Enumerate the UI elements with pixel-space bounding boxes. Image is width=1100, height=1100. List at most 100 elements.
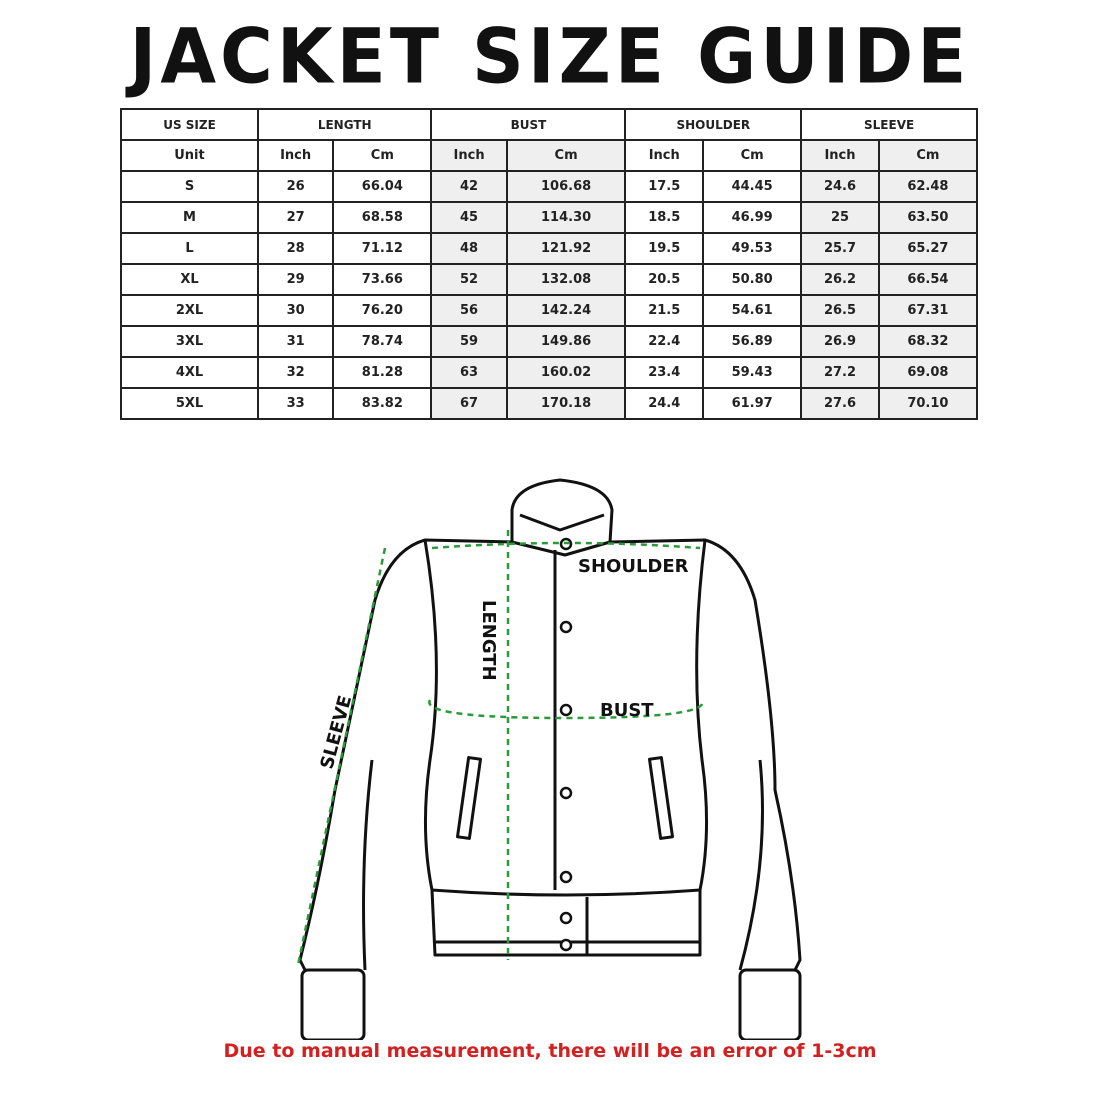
table-cell: 32 — [256, 356, 335, 389]
table-cell: 24.4 — [624, 387, 705, 420]
table-cell: 26.2 — [800, 263, 880, 296]
group-header: LENGTH — [256, 108, 433, 141]
group-header: US SIZE — [120, 108, 259, 141]
table-cell: 3XL — [120, 325, 259, 358]
table-cell: 26 — [256, 170, 335, 203]
table-row: XL 29 73.66 52 132.08 20.5 50.80 26.2 66.54 — [120, 263, 979, 296]
table-cell: 48 — [430, 232, 508, 265]
table-cell: 66.04 — [332, 170, 433, 203]
table-cell: 27.6 — [800, 387, 880, 420]
table-cell: 83.82 — [332, 387, 433, 420]
unit-header: Cm — [702, 139, 803, 172]
table-cell: 28 — [256, 232, 335, 265]
sleeve-measure — [296, 547, 387, 966]
table-cell: 170.18 — [505, 387, 627, 420]
table-cell: 63 — [430, 356, 508, 389]
table-row: 5XL 33 83.82 67 170.18 24.4 61.97 27.6 70.10 — [120, 387, 979, 420]
table-cell: 50.80 — [702, 263, 803, 296]
table-cell: 61.97 — [702, 387, 803, 420]
table-cell: 114.30 — [505, 201, 627, 234]
table-cell: 59.43 — [702, 356, 803, 389]
table-cell: 33 — [256, 387, 335, 420]
group-header: SHOULDER — [624, 108, 803, 141]
table-cell: 132.08 — [505, 263, 627, 296]
unit-header: Cm — [877, 139, 979, 172]
table-cell: 44.45 — [702, 170, 803, 203]
table-cell: 31 — [256, 325, 335, 358]
table-cell: 66.54 — [877, 263, 979, 296]
table-cell: 67.31 — [877, 294, 979, 327]
jacket-diagram: SHOULDER BUST LENGTH SLEEVE — [296, 478, 802, 1040]
table-cell: 54.61 — [702, 294, 803, 327]
table-cell: 22.4 — [624, 325, 705, 358]
length-label: LENGTH — [478, 600, 499, 681]
bust-measure — [428, 699, 704, 720]
table-cell: 81.28 — [332, 356, 433, 389]
shoulder-measure — [431, 541, 701, 550]
table-cell: 30 — [256, 294, 335, 327]
table-cell: 5XL — [120, 387, 259, 420]
table-cell: L — [120, 232, 259, 265]
table-cell: 71.12 — [332, 232, 433, 265]
table-cell: 4XL — [120, 356, 259, 389]
table-cell: 18.5 — [624, 201, 705, 234]
table-cell: 27 — [256, 201, 335, 234]
table-cell: 21.5 — [624, 294, 705, 327]
unit-header: Inch — [256, 139, 335, 172]
table-row: S 26 66.04 42 106.68 17.5 44.45 24.6 62.48 — [120, 170, 979, 203]
table-cell: 67 — [430, 387, 508, 420]
table-cell: 149.86 — [505, 325, 627, 358]
table-cell: 25.7 — [800, 232, 880, 265]
table-row: 3XL 31 78.74 59 149.86 22.4 56.89 26.9 68.32 — [120, 325, 979, 358]
table-cell: 17.5 — [624, 170, 705, 203]
table-cell: 49.53 — [702, 232, 803, 265]
jacket-outline — [298, 478, 802, 1040]
table-cell: 27.2 — [800, 356, 880, 389]
unit-header: Inch — [624, 139, 705, 172]
table-cell: 20.5 — [624, 263, 705, 296]
measurement-lines — [296, 530, 704, 966]
table-row: 2XL 30 76.20 56 142.24 21.5 54.61 26.5 67.31 — [120, 294, 979, 327]
table-cell: 121.92 — [505, 232, 627, 265]
jacket-buttons — [559, 537, 573, 952]
table-cell: 160.02 — [505, 356, 627, 389]
unit-header: Inch — [800, 139, 880, 172]
table-cell: M — [120, 201, 259, 234]
table-cell: 29 — [256, 263, 335, 296]
table-cell: 26.9 — [800, 325, 880, 358]
table-row: M 27 68.58 45 114.30 18.5 46.99 25 63.50 — [120, 201, 979, 234]
unit-header: Unit — [120, 139, 259, 172]
table-row: 4XL 32 81.28 63 160.02 23.4 59.43 27.2 69.08 — [120, 356, 979, 389]
unit-header: Inch — [430, 139, 508, 172]
bust-label: BUST — [600, 700, 654, 721]
group-header: SLEEVE — [800, 108, 978, 141]
table-cell: 56 — [430, 294, 508, 327]
table-unit-row: Unit Inch Cm Inch Cm Inch Cm Inch Cm — [120, 139, 979, 172]
table-cell: 78.74 — [332, 325, 433, 358]
page-title: JACKET SIZE GUIDE — [129, 11, 971, 101]
table-cell: 42 — [430, 170, 508, 203]
table-cell: S — [120, 170, 259, 203]
unit-header: Cm — [505, 139, 627, 172]
table-cell: 76.20 — [332, 294, 433, 327]
table-row: L 28 71.12 48 121.92 19.5 49.53 25.7 65.27 — [120, 232, 979, 265]
table-cell: 70.10 — [877, 387, 979, 420]
sleeve-label: SLEEVE — [317, 693, 357, 771]
table-cell: 24.6 — [800, 170, 880, 203]
table-cell: 73.66 — [332, 263, 433, 296]
table-cell: 68.58 — [332, 201, 433, 234]
size-table: US SIZE LENGTH BUST SHOULDER SLEEVE Unit… — [120, 108, 979, 420]
table-cell: 45 — [430, 201, 508, 234]
measurement-note: Due to manual measurement, there will be… — [223, 1040, 877, 1062]
table-cell: 69.08 — [877, 356, 979, 389]
table-cell: 25 — [800, 201, 880, 234]
table-cell: 142.24 — [505, 294, 627, 327]
table-cell: 46.99 — [702, 201, 803, 234]
unit-header: Cm — [332, 139, 433, 172]
table-cell: 68.32 — [877, 325, 979, 358]
shoulder-label: SHOULDER — [578, 556, 689, 577]
table-cell: 56.89 — [702, 325, 803, 358]
table-cell: 65.27 — [877, 232, 979, 265]
table-group-header-row: US SIZE LENGTH BUST SHOULDER SLEEVE — [120, 108, 978, 141]
table-cell: XL — [120, 263, 259, 296]
